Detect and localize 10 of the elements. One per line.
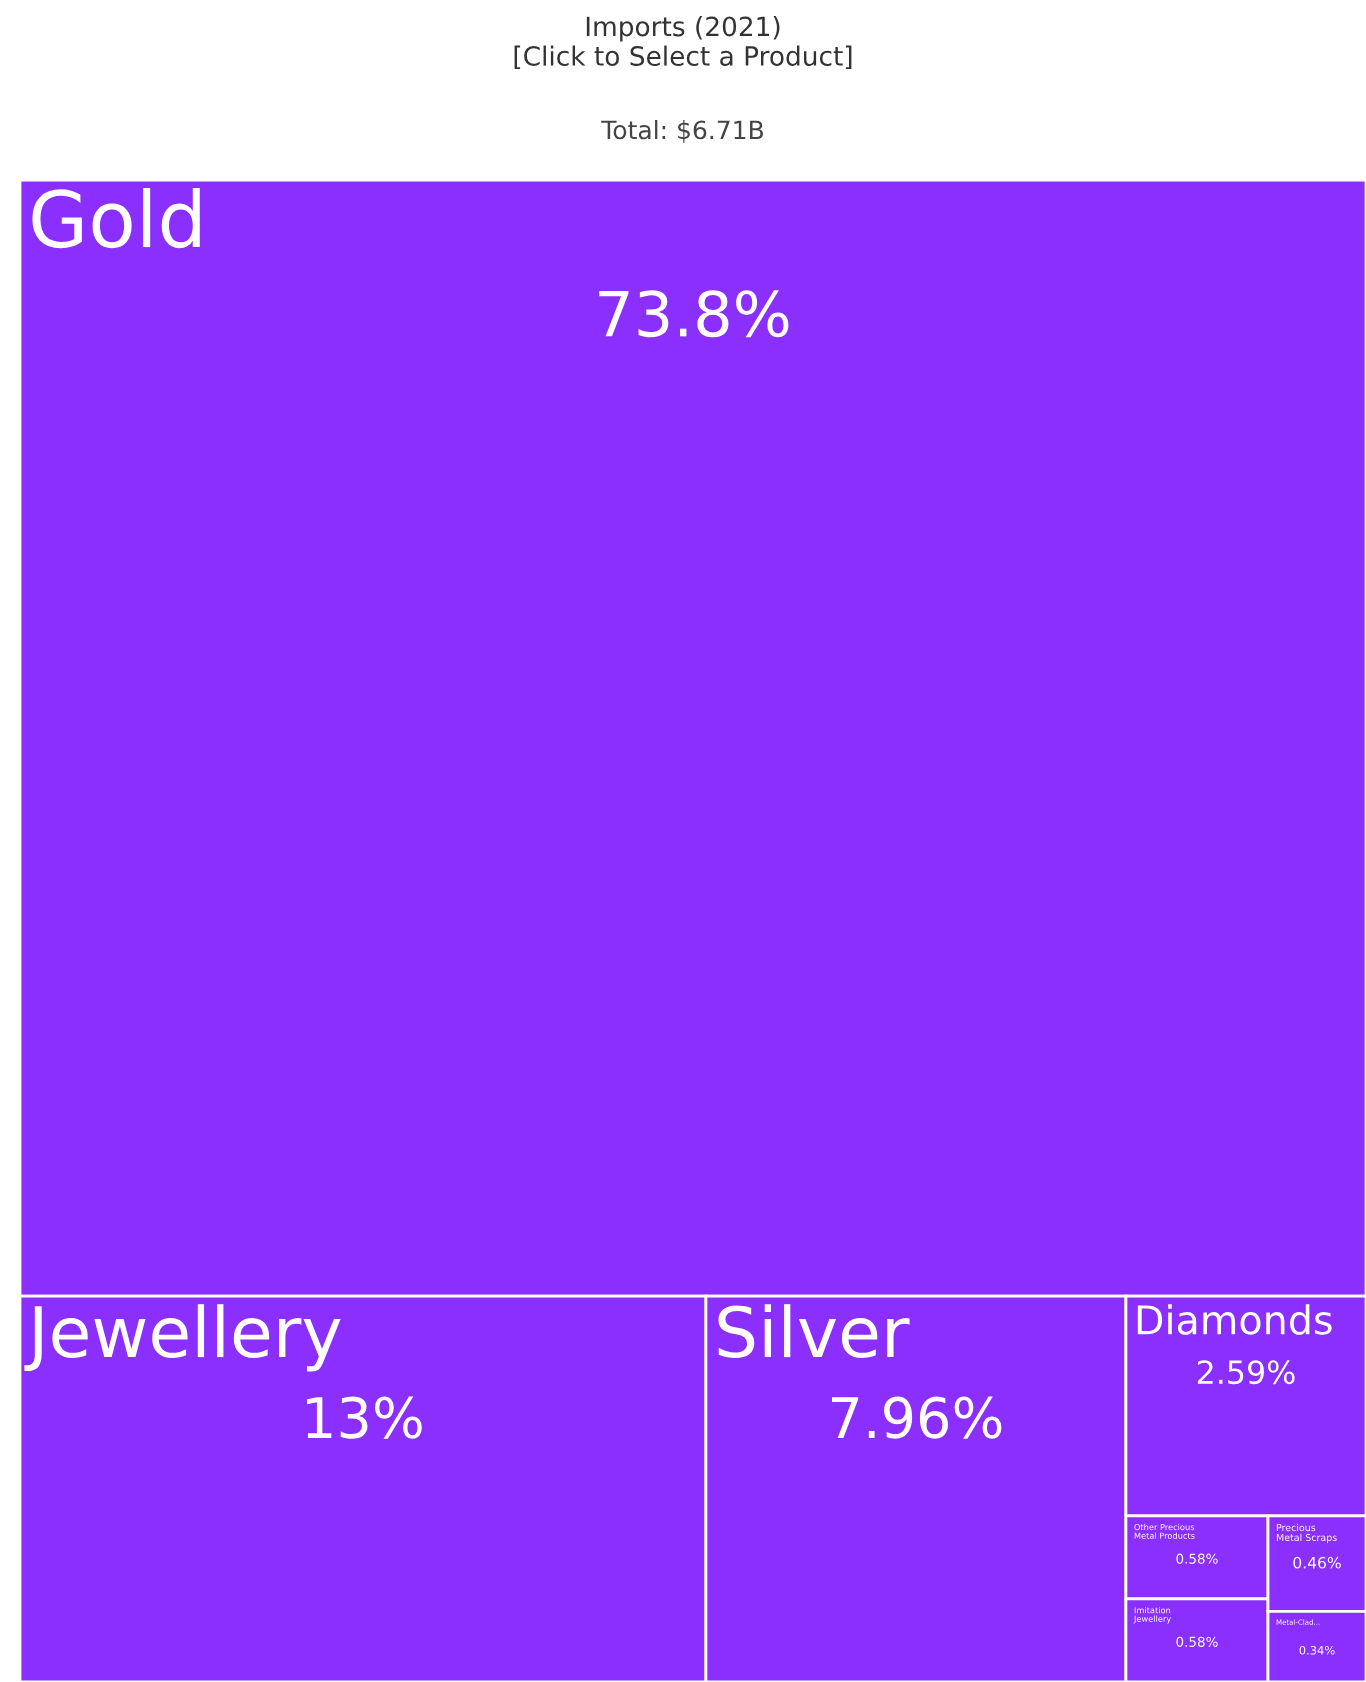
text: Imports (2021) [Click to Select a Product] [514, 16, 852, 70]
data-label: 73.8% [599, 290, 789, 338]
text: Total: $6.71B [601, 120, 763, 143]
category-label: Jewellery [24, 1304, 341, 1372]
data-label: 13% [307, 1396, 422, 1439]
data-label: 7.96% [831, 1396, 1002, 1439]
category-label: Diamonds [1137, 1304, 1332, 1335]
category-label: Gold [32, 188, 200, 249]
data-label: 2.59% [1197, 1360, 1295, 1385]
category-label: Silver [718, 1304, 910, 1359]
